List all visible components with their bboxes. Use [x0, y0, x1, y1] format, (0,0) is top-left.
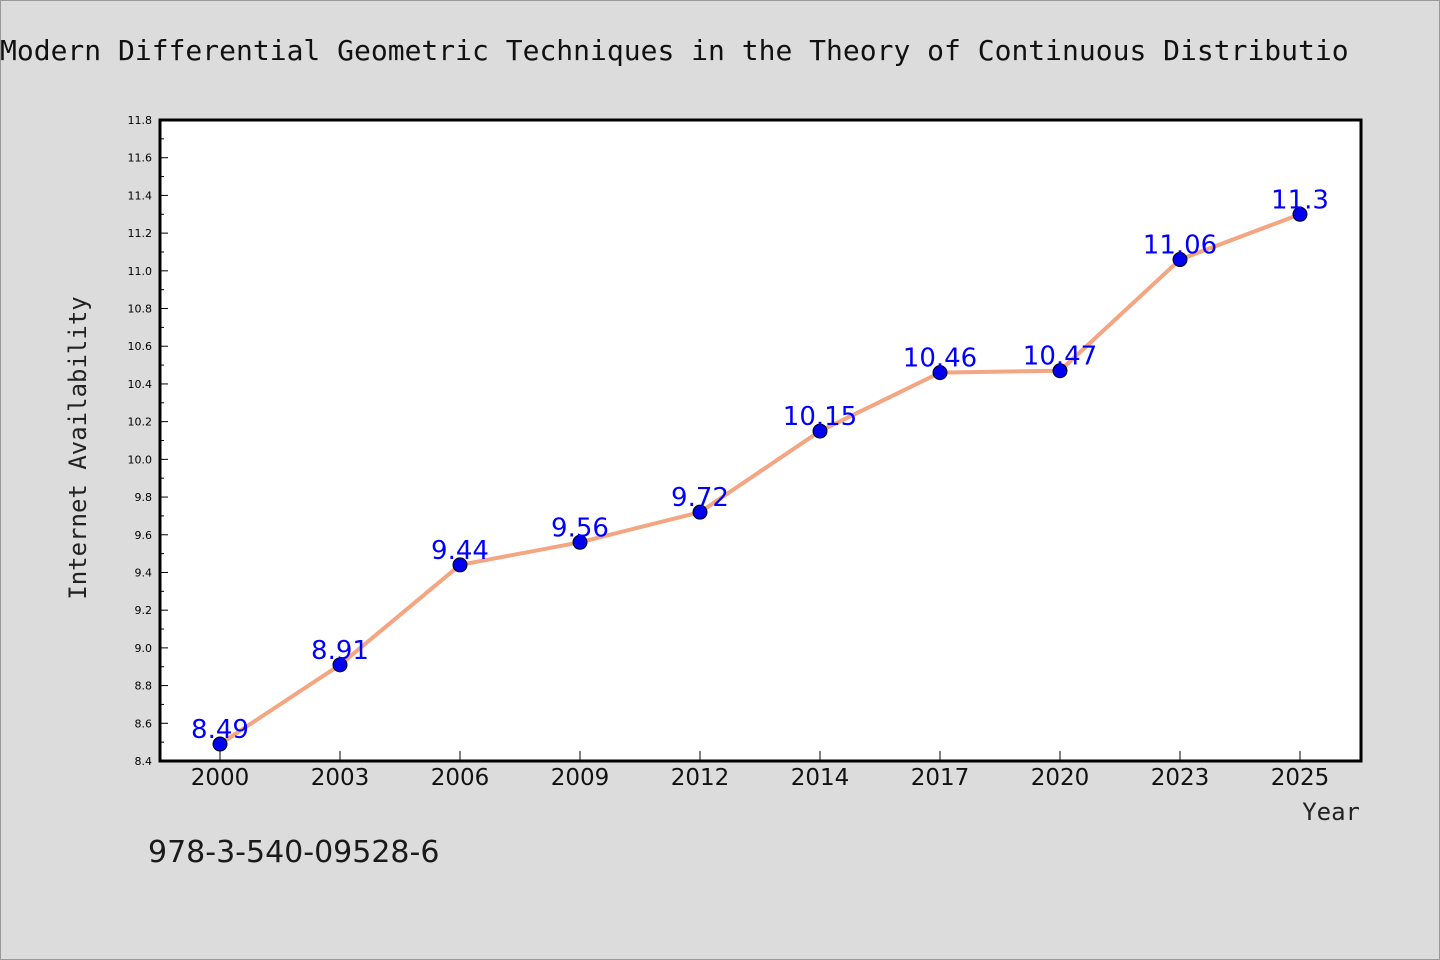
data-label: 8.91: [311, 636, 369, 666]
y-tick-label: 9.2: [135, 604, 153, 617]
y-tick-label: 11.6: [128, 152, 153, 165]
y-tick-label: 9.8: [135, 491, 153, 504]
x-axis-label: Year: [1302, 798, 1360, 826]
y-tick-label: 11.2: [128, 227, 153, 240]
x-tick-label: 2014: [791, 765, 850, 791]
data-label: 8.49: [191, 715, 249, 745]
x-tick-label: 2025: [1271, 765, 1330, 791]
data-point: [932, 365, 948, 381]
data-point: [1052, 363, 1068, 379]
isbn-text: 978-3-540-09528-6: [148, 835, 440, 870]
y-tick-label: 8.6: [135, 717, 153, 730]
y-tick-label: 10.6: [128, 340, 153, 353]
x-axis: 2000 2003 2006 2009 2012 2014 2017 2020 2023 2025: [191, 751, 1330, 791]
data-label: 9.44: [431, 536, 489, 566]
data-point: [572, 534, 588, 550]
data-point: [812, 423, 828, 439]
data-label: 11.3: [1271, 185, 1329, 215]
data-label: 10.46: [903, 344, 977, 374]
series-line-group: [218, 212, 1301, 746]
data-point: [212, 736, 228, 752]
data-point: [692, 504, 708, 520]
x-tick-label: 2009: [551, 765, 610, 791]
y-tick-label: 10.0: [128, 453, 153, 466]
x-tick-label: 2020: [1031, 765, 1090, 791]
x-tick-label: 2003: [311, 765, 370, 791]
data-label: 11.06: [1143, 231, 1217, 261]
data-label: 10.47: [1023, 342, 1097, 372]
y-axis: 8.4 8.6 8.8 9.0 9.2 9.4 9.6 9.8 10.0 10.2 10.4 10.6…: [128, 114, 168, 768]
y-axis-label: Internet Availability: [64, 296, 92, 599]
y-tick-label: 8.4: [135, 755, 153, 768]
data-point: [332, 657, 348, 673]
y-tick-label: 10.8: [128, 303, 153, 316]
series-labels-group: 8.49 8.91 9.44 9.56 9.72 10.15 10.46 10.47 11.06…: [191, 185, 1329, 745]
x-tick-label: 2017: [911, 765, 970, 791]
y-tick-label: 10.4: [128, 378, 153, 391]
plot-area: [158, 118, 1363, 763]
y-tick-label: 11.0: [128, 265, 153, 278]
x-tick-label: 2012: [671, 765, 730, 791]
series-points-group: [212, 206, 1308, 752]
data-label: 9.72: [671, 483, 729, 513]
y-tick-label: 9.6: [135, 529, 153, 542]
y-tick-label: 11.8: [128, 114, 153, 127]
data-point: [1292, 206, 1308, 222]
data-label: 10.15: [783, 402, 857, 432]
series-line: [218, 212, 1301, 746]
y-tick-label: 9.0: [135, 642, 153, 655]
y-tick-label: 8.8: [135, 680, 153, 693]
chart-title: Modern Differential Geometric Techniques…: [0, 34, 1349, 67]
y-tick-label: 9.4: [135, 566, 153, 579]
data-point: [1172, 252, 1188, 268]
x-tick-label: 2000: [191, 765, 250, 791]
data-point: [452, 557, 468, 573]
y-tick-label: 11.4: [128, 189, 153, 202]
y-tick-label: 10.2: [128, 416, 153, 429]
x-tick-label: 2023: [1151, 765, 1210, 791]
data-label: 9.56: [551, 513, 609, 543]
x-tick-label: 2006: [431, 765, 490, 791]
